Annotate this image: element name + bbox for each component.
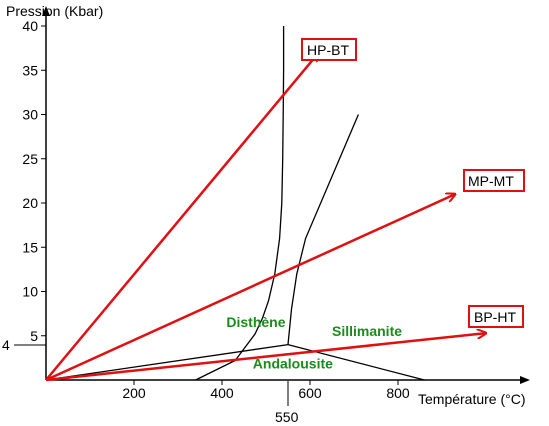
x-axis-label: Température (°C) [418, 391, 526, 407]
y-axis-arrowhead [42, 6, 50, 16]
mp-mt-box: MP-MT [463, 169, 525, 192]
zone-labels: Disthène Sillimanite Andalousite [226, 314, 402, 372]
phase-line-disthene-sillimanite [287, 114, 359, 345]
zone-label: Disthène [226, 314, 285, 330]
phase-line-andalousite-disthene [45, 343, 289, 381]
zone-label: Sillimanite [332, 323, 402, 339]
marker-4-label: 4 [2, 337, 10, 353]
y-ticks: 5 10 15 20 25 30 35 40 [22, 18, 46, 344]
x-axis-arrowhead [520, 376, 530, 384]
x-tick-label: 200 [122, 385, 146, 401]
metamorphic-gradients [45, 53, 486, 382]
bp-ht-label: BP-HT [474, 309, 516, 325]
x-tick-label: 800 [386, 385, 410, 401]
phase-line-steep-curve [195, 26, 285, 381]
x-tick-label: 600 [298, 385, 322, 401]
phase-line-andalousite-sillimanite [287, 343, 425, 381]
gradient-arrow-hp-bt [45, 53, 319, 381]
y-tick-label: 30 [22, 107, 38, 123]
phase-boundaries [45, 26, 425, 381]
y-tick-label: 15 [22, 239, 38, 255]
y-tick-label: 5 [30, 328, 38, 344]
y-tick-label: 35 [22, 62, 38, 78]
marker-550-label: 550 [275, 409, 299, 425]
hp-bt-box: HP-BT [301, 38, 357, 61]
y-tick-label: 25 [22, 151, 38, 167]
mp-mt-label: MP-MT [468, 173, 514, 189]
y-axis-label: Pression (Kbar) [6, 3, 103, 19]
zone-label: Andalousite [253, 355, 333, 371]
x-tick-label: 400 [210, 385, 234, 401]
hp-bt-label: HP-BT [307, 42, 349, 58]
gradient-arrow-mp-mt [45, 194, 455, 382]
y-tick-label: 10 [22, 284, 38, 300]
bp-ht-box: BP-HT [468, 305, 524, 328]
y-tick-label: 40 [22, 18, 38, 34]
x-ticks: 200 400 600 800 [122, 380, 410, 401]
gradient-arrow-bp-ht [45, 333, 486, 382]
y-tick-label: 20 [22, 195, 38, 211]
